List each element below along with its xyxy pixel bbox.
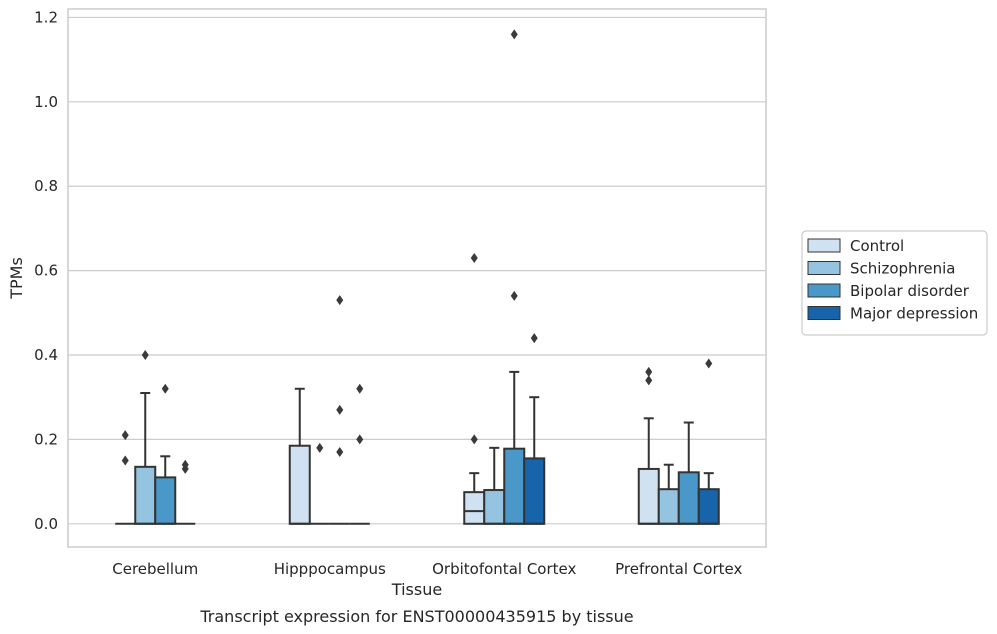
series-major-depression <box>175 333 720 525</box>
x-tick-label: Prefrontal Cortex <box>615 560 742 578</box>
legend-item: Schizophrenia <box>807 260 955 278</box>
y-tick-label: 0.6 <box>34 262 58 280</box>
outlier-point <box>470 434 478 445</box>
legend: Control Schizophrenia Bipolar disorder Majo… <box>801 230 988 336</box>
outlier-point <box>181 459 189 470</box>
legend-box <box>801 230 988 336</box>
x-tick-labels: Cerebellum Hipppocampus Orbitofontal Corte… <box>112 560 742 578</box>
plot-frame <box>67 8 767 548</box>
box <box>637 467 660 525</box>
box <box>154 476 177 525</box>
x-tick-label: Orbitofontal Cortex <box>432 560 576 578</box>
box <box>523 457 546 525</box>
chart-caption: Transcript expression for ENST0000043591… <box>199 607 633 626</box>
outlier-point <box>161 383 169 394</box>
outlier-point <box>645 366 653 377</box>
outlier-point <box>356 434 364 445</box>
outlier-point <box>530 333 538 344</box>
y-tick-label: 0.8 <box>34 177 58 195</box>
grid-lines <box>68 16 766 525</box>
legend-label: Schizophrenia <box>850 260 955 278</box>
series-schizophrenia <box>134 350 680 525</box>
y-tick-label: 0.4 <box>34 346 58 364</box>
legend-label: Major depression <box>850 305 978 323</box>
legend-label: Control <box>850 237 904 255</box>
outlier-point <box>336 295 344 306</box>
outlier-point <box>510 29 518 40</box>
y-tick-label: 0.0 <box>34 515 58 533</box>
y-tick-label: 1.2 <box>34 8 58 26</box>
outlier-point <box>336 447 344 458</box>
box <box>288 444 311 525</box>
outlier-point <box>316 442 324 453</box>
box <box>503 447 526 525</box>
box <box>657 488 680 525</box>
legend-swatch <box>807 238 841 253</box>
box-plot-series <box>115 29 720 525</box>
y-tick-label: 0.2 <box>34 430 58 448</box>
outlier-point <box>705 358 713 369</box>
box <box>483 489 506 525</box>
outlier-point <box>356 383 364 394</box>
legend-item: Control <box>807 237 904 255</box>
legend-swatch <box>807 261 841 275</box>
outlier-point <box>121 430 129 441</box>
legend-swatch <box>807 306 841 320</box>
outlier-point <box>645 375 653 386</box>
y-tick-label: 1.0 <box>34 93 58 111</box>
y-axis-label: TPMs <box>7 257 26 300</box>
legend-swatch <box>807 283 841 298</box>
x-tick-label: Hipppocampus <box>274 560 386 578</box>
box <box>463 491 486 525</box>
x-axis-label: Tissue <box>391 580 442 599</box>
y-tick-labels: 0.0 0.2 0.4 0.6 0.8 1.0 1.2 <box>34 8 58 532</box>
box <box>134 465 157 525</box>
series-bipolar-disorder <box>154 29 700 525</box>
x-tick-label: Cerebellum <box>112 560 198 578</box>
box <box>677 471 700 525</box>
legend-item: Major depression <box>807 305 978 323</box>
legend-item: Bipolar disorder <box>807 282 970 300</box>
outlier-point <box>470 252 478 263</box>
outlier-point <box>141 350 149 361</box>
legend-label: Bipolar disorder <box>850 282 970 300</box>
box <box>697 488 720 525</box>
outlier-point <box>336 404 344 415</box>
series-control <box>115 252 660 525</box>
outlier-point <box>121 455 129 466</box>
outlier-point <box>510 290 518 301</box>
